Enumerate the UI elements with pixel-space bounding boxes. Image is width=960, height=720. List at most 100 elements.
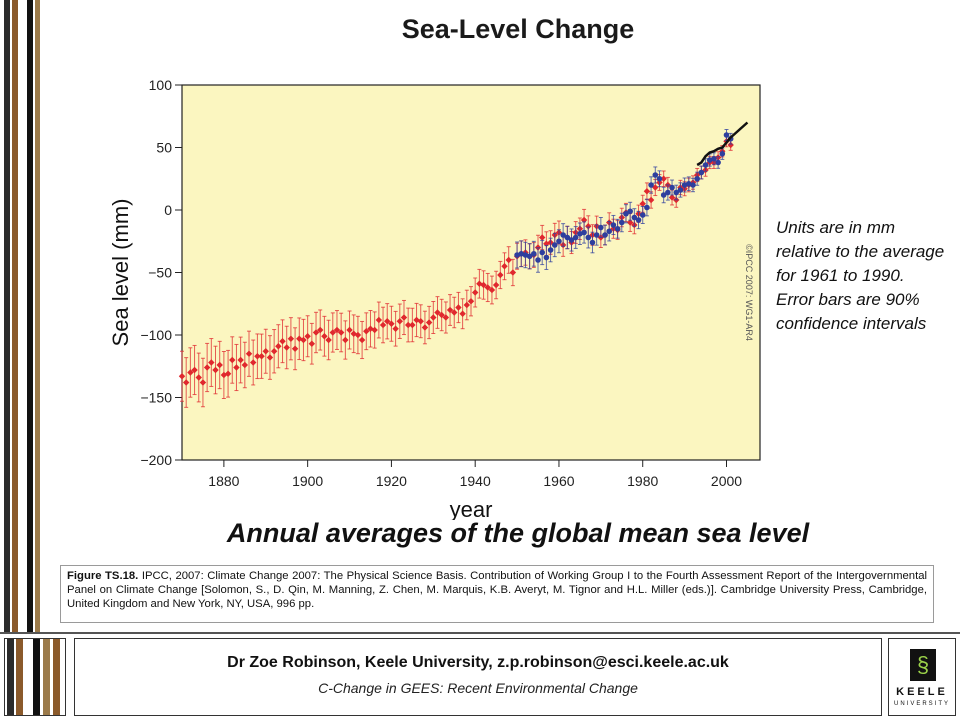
data-point-red [421,324,429,331]
y-tick-label: 0 [164,202,172,218]
data-point-red [501,263,508,270]
footer-stripes [4,638,66,716]
data-point-blue [715,159,721,166]
watermark: ©IPCC 2007: WG1-AR4 [744,244,754,341]
data-point-red [262,348,269,355]
data-point-blue [711,155,717,162]
data-point-blue [669,184,675,191]
data-point-blue [593,232,600,238]
x-axis-label: year [450,497,493,520]
data-point-red [363,328,370,335]
data-point-red [438,311,445,319]
data-point-red [413,316,420,324]
data-point-red [434,309,441,316]
data-point-red [216,361,223,369]
data-point-red [245,350,253,357]
data-point-red [291,345,299,352]
page-title: Sea-Level Change [401,14,635,44]
data-point-red [400,314,408,321]
data-point-red [492,281,500,289]
data-point-red [467,298,475,305]
data-point-blue [572,234,579,241]
data-point-red [727,141,734,149]
data-point-blue [677,187,684,193]
footer: Dr Zoe Robinson, Keele University, z.p.r… [74,638,882,716]
data-point-red [463,301,471,309]
data-point-red [384,318,391,325]
x-tick-label: 1920 [376,473,407,489]
data-point-red [505,256,512,264]
data-point-blue [618,219,625,226]
data-point-blue [623,210,629,217]
footer-stripe-2 [26,639,31,715]
data-point-blue [598,224,604,231]
data-point-blue [564,234,571,241]
data-point-red [187,369,194,376]
data-point-red [488,286,496,294]
data-point-red [647,196,655,204]
data-point-red [417,318,424,325]
data-point-red [346,326,353,334]
data-point-blue [665,189,671,196]
data-point-red [308,340,316,347]
data-point-red [337,329,345,336]
data-point-red [312,329,320,336]
data-point-blue [723,132,730,138]
data-point-blue [690,182,696,188]
data-point-red [392,325,399,332]
data-point-red [333,326,341,334]
data-point-red [425,319,433,326]
footer-stripe-1 [16,639,23,715]
data-point-red [539,234,546,241]
data-point-blue [635,217,642,223]
x-tick-label: 2000 [711,473,742,489]
footer-stripe-5 [53,639,60,715]
data-point-blue [539,249,546,256]
data-point-red [430,314,437,321]
data-point-red [497,271,504,279]
stripe-2 [20,0,25,632]
data-point-blue [535,257,541,263]
data-point-red [237,356,244,364]
data-point-red [388,320,395,327]
footer-stripe-0 [7,639,14,715]
dna-icon: § [910,649,936,681]
data-point-red [396,318,403,325]
data-point-red [212,366,219,374]
data-point-red [342,336,349,344]
footer-author: Dr Zoe Robinson, Keele University, z.p.r… [227,654,729,671]
stripe-4 [35,0,40,632]
data-point-blue [526,253,533,260]
data-point-red [250,359,257,366]
data-point-red [287,335,295,342]
data-point-red [404,321,412,329]
footer-divider [0,632,960,634]
data-point-red [254,353,261,360]
data-point-red [471,289,479,296]
data-point-red [446,306,454,314]
chart-caption: Annual averages of the global mean sea l… [226,518,810,548]
units-note: Units are in mm relative to the average … [776,218,945,333]
data-point-red [258,353,265,360]
data-point-blue [719,150,726,157]
data-point-blue [648,182,654,188]
data-point-blue [560,232,566,238]
footer-course: C-Change in GEES: Recent Environmental C… [318,680,638,696]
data-point-red [379,321,387,329]
data-point-blue [698,169,705,176]
data-point-blue [627,208,633,215]
data-point-blue [531,250,537,257]
data-point-blue [660,192,667,198]
data-point-blue [656,175,663,182]
data-point-blue [589,239,596,246]
data-point-red [371,326,378,334]
data-point-red [476,280,483,287]
stripe-3 [27,0,33,632]
data-point-red [241,361,249,369]
logo-name: KEELE [896,686,948,698]
series-line-black [696,121,749,167]
data-point-red [455,304,462,311]
y-tick-label: −100 [140,327,172,343]
data-point-red [275,343,282,350]
data-point-red [195,374,202,381]
